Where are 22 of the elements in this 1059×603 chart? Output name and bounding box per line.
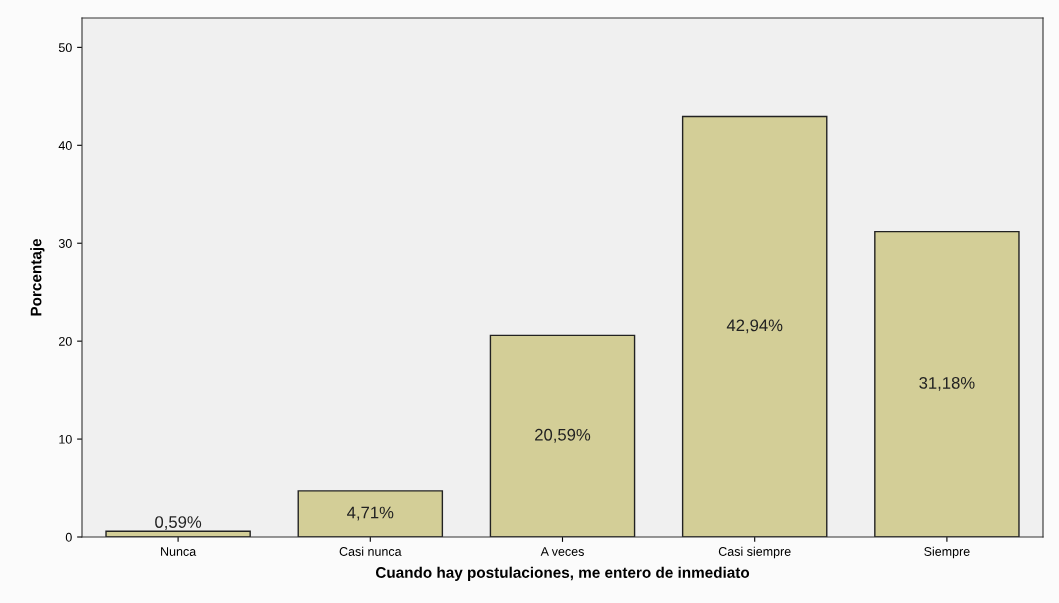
x-tick-label: A veces [540,547,584,556]
y-tick-label: 20 [59,336,72,346]
data-label: 0,59% [155,516,202,530]
y-tick-label: 10 [59,434,72,444]
y-tick-label: 30 [58,239,72,248]
y-tick-label: 50 [58,43,72,53]
x-axis-title: Cuando hay postulaciones, me entero de inmediato [375,566,750,581]
y-axis-title: Porcentaje [30,238,45,316]
data-label: 31,18% [919,377,975,391]
data-label: 4,71% [347,506,394,521]
data-label: 42,94% [726,319,783,334]
bar [681,115,828,537]
bar [297,490,444,537]
bar [874,230,1020,537]
x-tick-label: Siempre [924,546,970,559]
y-tick-label: 40 [58,141,72,150]
data-label: 20,59% [535,428,591,443]
x-tick-label: Nunca [161,547,197,556]
y-tick-label: 0 [65,532,72,542]
bar [489,334,636,537]
x-tick-label: Casi siempre [718,546,791,559]
x-tick-label: Casi nunca [339,546,402,556]
